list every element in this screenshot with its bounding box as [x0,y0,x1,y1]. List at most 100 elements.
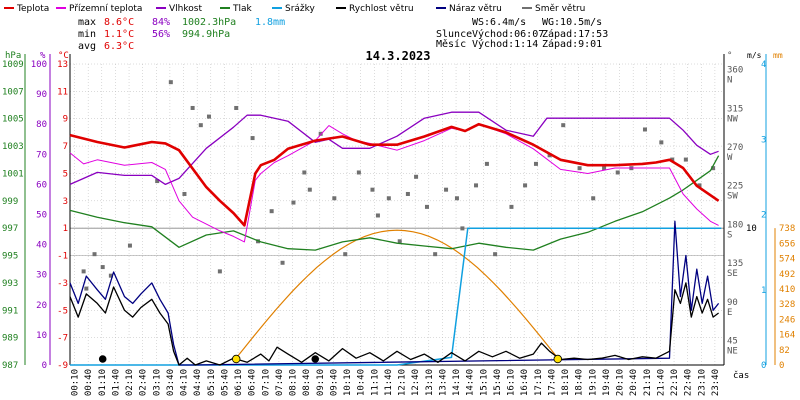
tick-label-time: 16:10 [507,369,517,396]
tick-label-rain: 328 [779,300,795,310]
tick-label-rain: 574 [779,255,795,265]
wind-direction-point [302,170,307,175]
tick-label-rain: 492 [779,270,795,280]
wind-direction-point [190,105,195,110]
tick-label-time: 07:40 [275,369,285,396]
tick-label-pressure: 995 [2,252,18,262]
tick-label-rain: 738 [779,224,795,234]
tick-label-time: 17:10 [534,369,544,396]
tick-label-direction: 270 [727,143,743,153]
stat-avg-label: avg [78,41,96,52]
wind-direction-point [533,161,538,166]
legend-label-1: Přízemní teplota [69,4,142,14]
moon-marker [98,355,107,363]
tick-label-wind-right: 4 [761,60,766,70]
wind-direction-point [493,252,498,257]
wind-direction-point [509,204,514,209]
wind-direction-point [397,239,402,244]
tick-label-time: 20:10 [616,369,626,396]
unit-deg: ° [727,51,732,61]
tick-label-pressure: 993 [2,279,18,289]
wind-direction-point [670,157,675,162]
wind-direction-point [547,153,552,158]
tick-label-pressure: 1003 [2,142,24,152]
tick-label-time: 02:40 [139,369,149,396]
tick-label-humidity: 30 [36,271,47,281]
moon-set: Západ:9:01 [542,38,602,50]
tick-label-pressure: 1009 [2,60,24,70]
tick-label-time: 08:40 [302,369,312,396]
tick-label-time: 09:40 [329,369,339,396]
tick-label-time: 13:40 [438,369,448,396]
tick-label-direction-name: SW [727,192,738,202]
tick-label-rain: 164 [779,331,795,341]
stat-min-label: min [78,29,96,40]
wind-direction-point [343,252,348,257]
tick-label-time: 03:10 [152,369,162,396]
tick-label-time: 05:40 [220,369,230,396]
stat-max-temp: 8.6°C [104,17,134,28]
tick-label-pressure: 1007 [2,87,24,97]
tick-label-direction: 180 [727,220,743,230]
moon-rise: Východ:1:14 [472,38,538,50]
wind-direction-point [206,114,211,119]
tick-label-time: 19:10 [588,369,598,396]
tick-label-time: 03:40 [166,369,176,396]
tick-label-time: 23:40 [711,369,721,396]
wind-direction-point [561,123,566,128]
unit-pct: % [40,51,46,61]
tick-label-time: 15:10 [479,369,489,396]
series-rain-line [70,227,722,366]
tick-label-time: 11:10 [370,369,380,396]
moon-label: Měsíc [436,38,466,50]
tick-label-temperature: -7 [57,334,68,344]
wind-direction-point [433,252,438,257]
wind-direction-point [182,191,187,196]
wind-direction-point [444,187,449,192]
tick-label-time: 00:10 [71,369,81,396]
legend-label-0: Teplota [16,4,49,14]
moon-marker [311,355,320,363]
tick-label-rain: 246 [779,315,795,325]
wind-direction-point [602,166,607,171]
tick-label-direction: 45 [727,336,738,346]
tick-label-time: 06:40 [248,369,258,396]
wind-direction-point [155,179,160,184]
wind-direction-point [591,196,596,201]
tick-label-temperature: -9 [57,361,68,371]
wind-direction-point [454,196,459,201]
wind-ws: WS:6.4m/s [472,17,526,28]
sun-arc [235,229,559,359]
wind-direction-point [370,187,375,192]
stat-max-press: 1002.3hPa [182,17,236,28]
tick-label-direction-name: E [727,308,732,318]
tick-label-time: 10:10 [343,369,353,396]
grid [70,63,724,366]
tick-label-temperature: -5 [57,306,68,316]
tick-label-direction-name: W [727,153,733,163]
legend-label-6: Náraz větru [449,4,502,14]
tick-label-time: 13:10 [425,369,435,396]
tick-label-direction: 225 [727,182,743,192]
tick-label-humidity: 10 [36,331,47,341]
tick-label-rain: 82 [779,346,790,356]
legend-label-7: Směr větru [535,4,585,14]
tick-label-temperature: 3 [63,197,68,207]
wind-direction-point [84,286,89,291]
tick-label-direction-name: SE [727,269,738,279]
wind-direction-point [269,209,274,214]
tick-label-direction: 135 [727,259,743,269]
wind-direction-point [711,166,716,171]
tick-label-time: 22:40 [684,369,694,396]
tick-label-time: 16:40 [520,369,530,396]
wind-direction-point [81,269,86,274]
tick-label-time: 22:10 [670,369,680,396]
wind-direction-point [405,191,410,196]
wind-direction-point [683,157,688,162]
info-block: WS:6.4m/s WG:10.5m/s Slunce Východ:06:07… [436,17,608,50]
tick-label-time: 12:10 [398,369,408,396]
wind-direction-point [484,161,489,166]
tick-label-direction: 360 [727,66,743,76]
